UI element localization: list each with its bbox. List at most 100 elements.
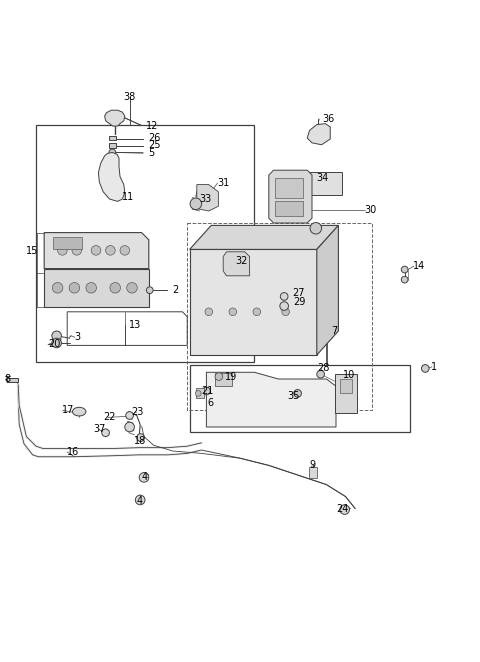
Bar <box>309 467 317 478</box>
Text: 25: 25 <box>148 140 160 150</box>
Bar <box>7 378 18 382</box>
Bar <box>53 238 82 250</box>
Circle shape <box>215 373 223 381</box>
Text: 9: 9 <box>310 460 316 471</box>
Bar <box>335 374 357 412</box>
Text: 15: 15 <box>26 246 39 256</box>
Text: 35: 35 <box>287 391 300 401</box>
Bar <box>340 379 352 393</box>
Polygon shape <box>317 225 338 355</box>
Bar <box>275 178 303 197</box>
Circle shape <box>127 283 137 293</box>
Circle shape <box>52 283 63 293</box>
Text: 36: 36 <box>323 114 335 124</box>
Circle shape <box>102 429 109 437</box>
Text: 14: 14 <box>413 261 425 271</box>
Polygon shape <box>190 225 338 250</box>
Circle shape <box>195 391 201 397</box>
Circle shape <box>69 283 80 293</box>
Text: 37: 37 <box>94 424 106 434</box>
Circle shape <box>86 283 96 293</box>
Text: 30: 30 <box>365 205 377 215</box>
Bar <box>215 373 232 386</box>
Circle shape <box>401 276 408 283</box>
Text: 24: 24 <box>336 504 348 514</box>
Text: 10: 10 <box>343 370 356 380</box>
Bar <box>275 201 303 216</box>
Text: 17: 17 <box>62 405 75 415</box>
Bar <box>109 136 116 140</box>
Circle shape <box>205 308 213 316</box>
Circle shape <box>137 434 144 442</box>
Polygon shape <box>269 170 312 223</box>
Circle shape <box>229 308 237 316</box>
Circle shape <box>190 198 202 210</box>
Bar <box>306 171 342 195</box>
Text: 12: 12 <box>146 120 159 130</box>
Circle shape <box>280 302 288 310</box>
Ellipse shape <box>72 407 86 416</box>
Circle shape <box>125 422 134 432</box>
Bar <box>190 365 410 432</box>
Circle shape <box>294 389 301 397</box>
Text: 33: 33 <box>199 194 212 204</box>
Circle shape <box>52 338 61 348</box>
Bar <box>196 388 204 399</box>
Circle shape <box>126 412 133 419</box>
Text: 3: 3 <box>74 332 81 342</box>
Text: 34: 34 <box>317 173 329 183</box>
Circle shape <box>282 308 289 316</box>
Text: 11: 11 <box>122 191 135 202</box>
Circle shape <box>421 365 429 372</box>
Circle shape <box>340 504 349 514</box>
Circle shape <box>253 308 261 316</box>
Polygon shape <box>105 110 125 126</box>
Text: 4: 4 <box>137 496 143 506</box>
Bar <box>323 244 332 254</box>
Text: 8: 8 <box>5 374 11 384</box>
Polygon shape <box>190 250 317 355</box>
Circle shape <box>135 495 145 504</box>
Bar <box>320 252 335 269</box>
Bar <box>109 143 116 148</box>
Circle shape <box>310 222 322 234</box>
Circle shape <box>72 246 82 255</box>
Text: 2: 2 <box>172 285 178 295</box>
Circle shape <box>109 149 116 156</box>
Circle shape <box>146 287 153 293</box>
Text: 7: 7 <box>331 326 337 336</box>
Circle shape <box>58 246 67 255</box>
Text: 26: 26 <box>148 133 160 143</box>
Polygon shape <box>223 252 250 276</box>
Circle shape <box>120 246 130 255</box>
Polygon shape <box>44 232 149 269</box>
Circle shape <box>91 246 101 255</box>
Text: 27: 27 <box>292 287 304 298</box>
Text: 19: 19 <box>225 371 237 381</box>
Polygon shape <box>206 372 336 427</box>
Text: 4: 4 <box>142 473 148 483</box>
Polygon shape <box>98 152 125 201</box>
Text: 31: 31 <box>217 178 230 188</box>
Text: 23: 23 <box>131 406 144 416</box>
Text: 6: 6 <box>207 398 214 408</box>
Circle shape <box>317 370 324 378</box>
Circle shape <box>139 473 149 482</box>
Circle shape <box>106 246 115 255</box>
Text: 22: 22 <box>103 412 116 422</box>
Polygon shape <box>44 269 149 307</box>
Bar <box>36 124 254 362</box>
Polygon shape <box>307 124 330 145</box>
Text: 16: 16 <box>67 447 80 457</box>
Circle shape <box>110 283 120 293</box>
Text: 1: 1 <box>431 362 437 372</box>
Circle shape <box>401 266 408 273</box>
Text: 32: 32 <box>235 256 248 266</box>
Polygon shape <box>197 185 218 211</box>
Text: 28: 28 <box>317 363 329 373</box>
Text: 21: 21 <box>202 386 214 396</box>
Text: 20: 20 <box>48 340 60 350</box>
Text: 38: 38 <box>123 92 136 102</box>
Circle shape <box>203 387 210 395</box>
Text: 29: 29 <box>293 297 305 307</box>
